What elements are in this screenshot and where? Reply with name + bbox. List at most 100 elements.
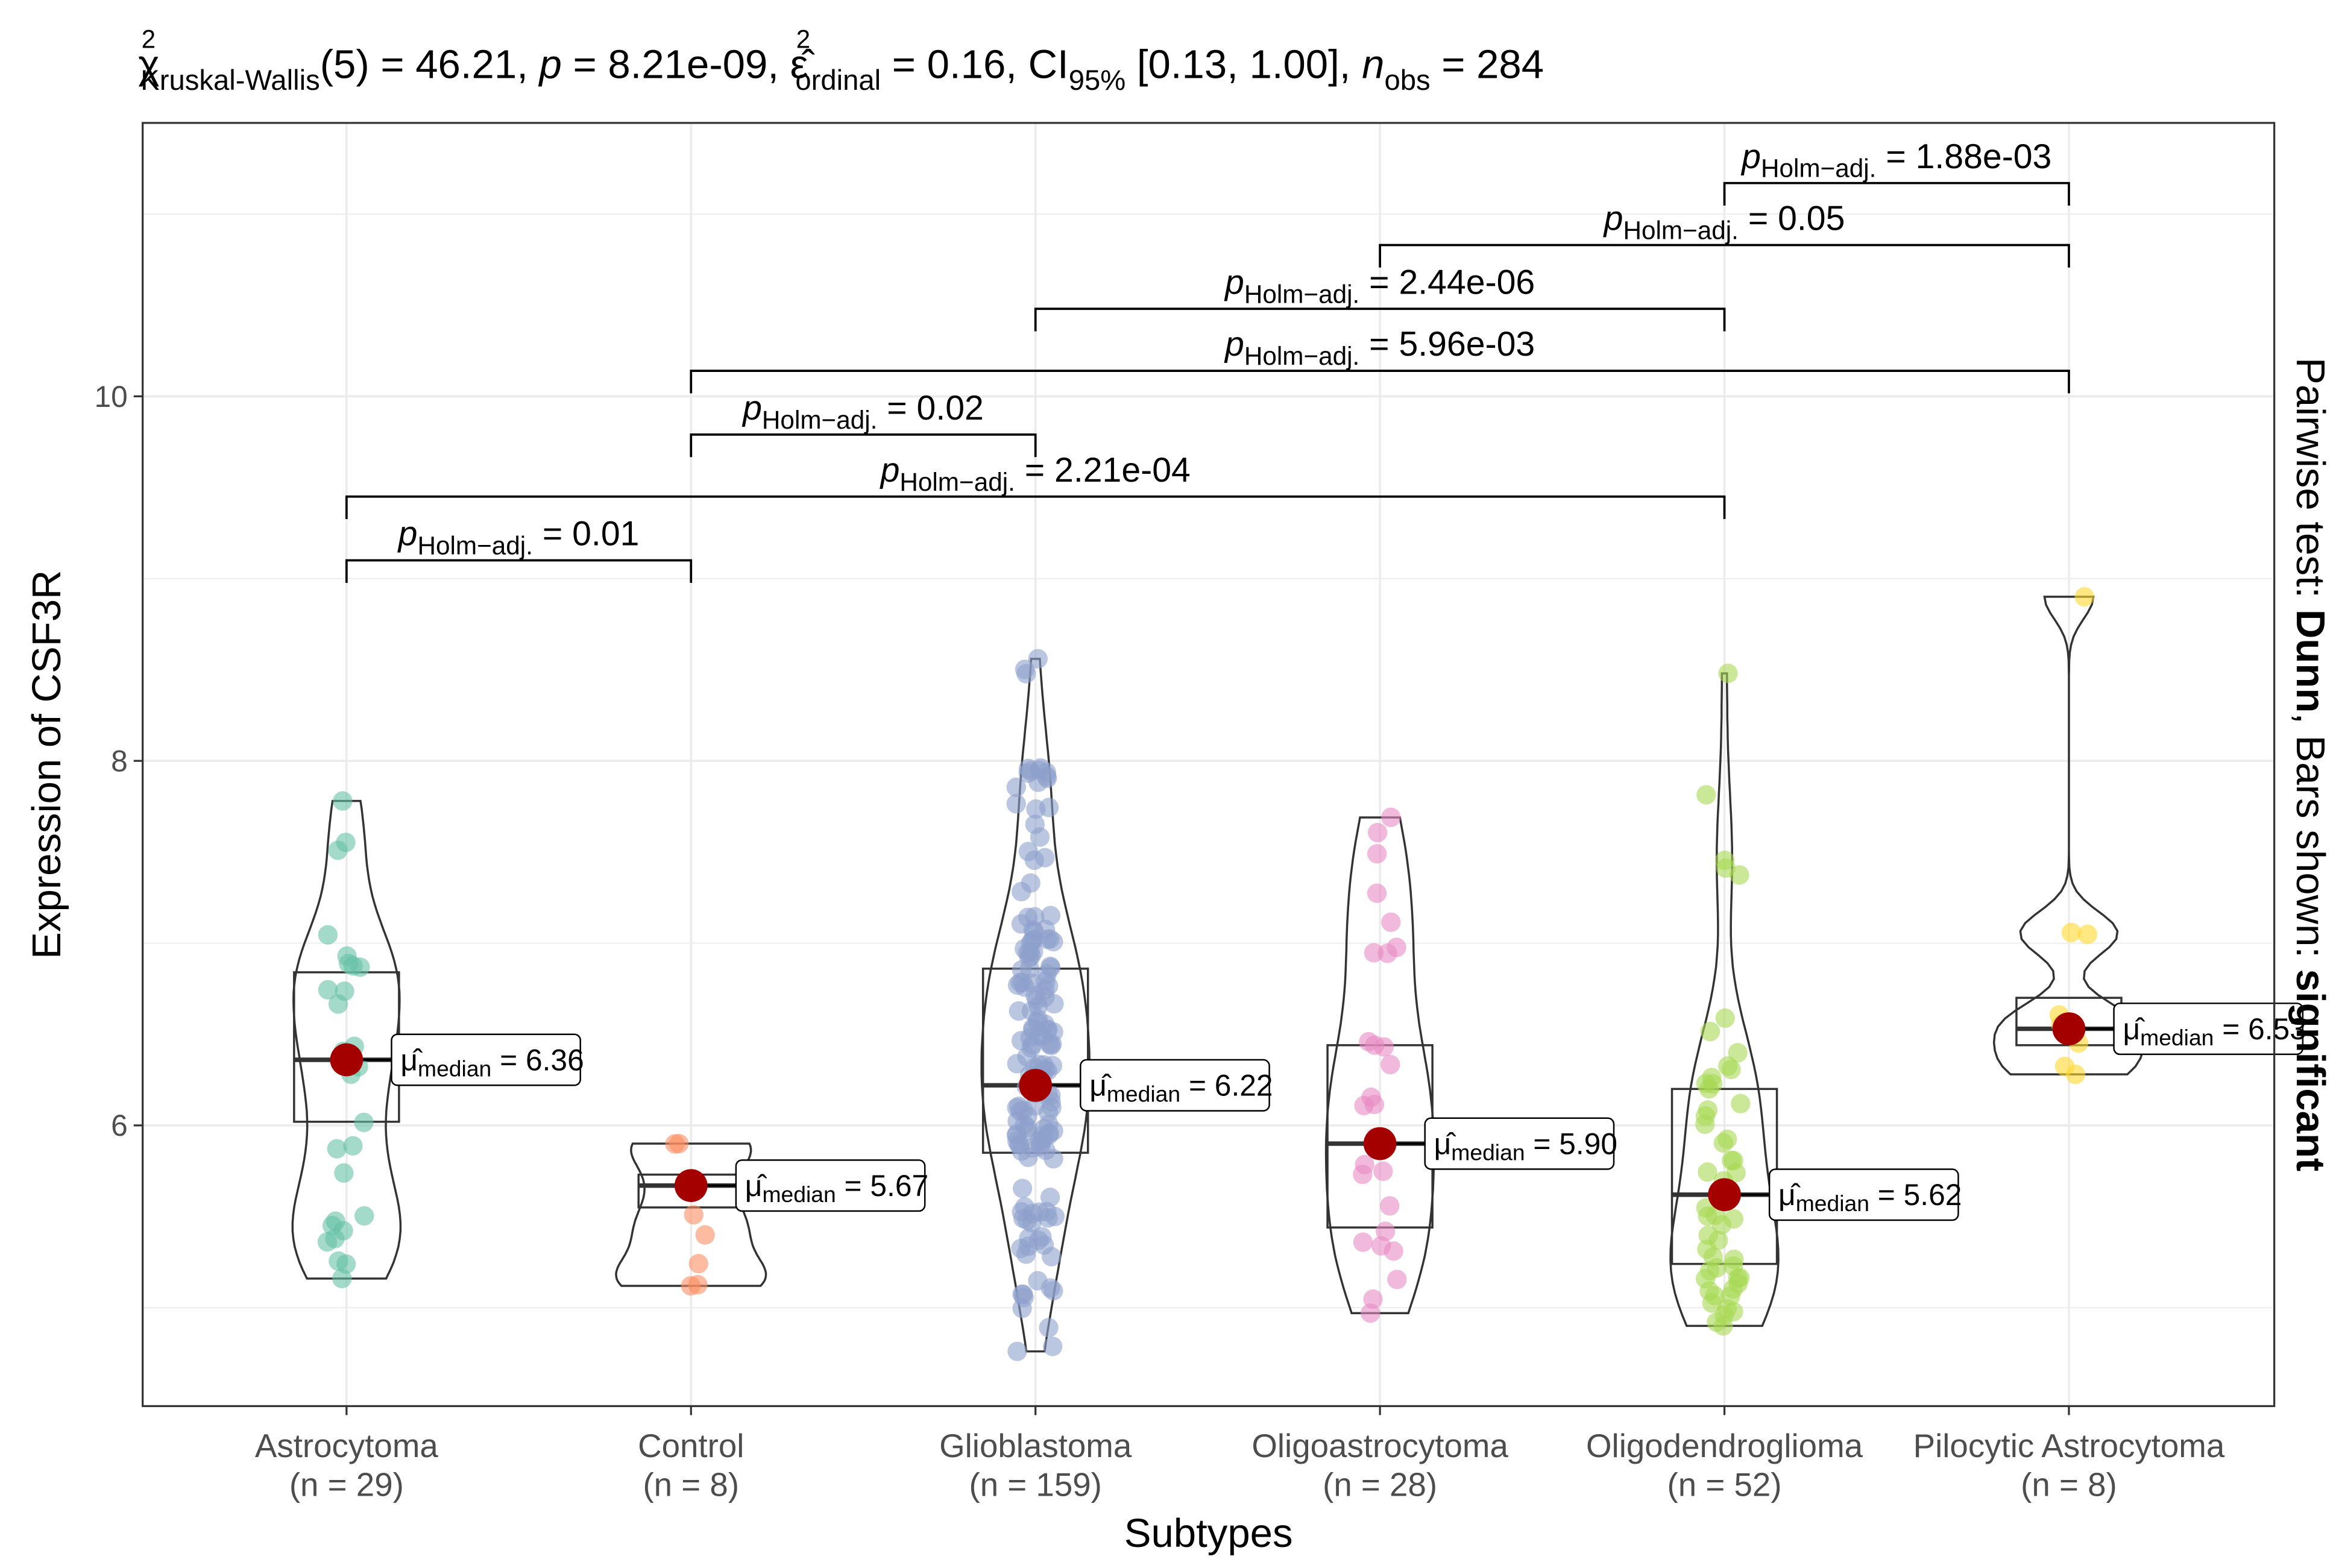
right-caption: Pairwise test: Dunn, Bars shown: signifi… [2288,357,2333,1171]
data-point [334,1163,354,1183]
data-point [1035,848,1055,867]
data-point [2061,922,2082,942]
data-point [1384,1241,1403,1261]
data-point [1039,798,1059,817]
data-point [1707,1258,1727,1278]
data-point [1040,905,1061,925]
median-value: = 6.22 [1180,1069,1273,1103]
data-point [1034,1235,1054,1255]
data-point [318,925,338,945]
median-label: μ̂median = 6.22 [1080,1059,1273,1112]
median-sub: median [2140,1025,2214,1050]
data-point [1042,1056,1063,1075]
data-point [1043,1337,1063,1356]
data-point [333,791,353,811]
median-label-text: μ̂median = 5.90 [1434,1127,1617,1165]
data-point [1721,1059,1741,1080]
data-point [1006,794,1026,814]
median-label: μ̂median = 5.67 [735,1159,928,1212]
data-point [343,1136,363,1156]
data-point [1373,1161,1393,1182]
data-point [327,1139,347,1159]
data-point [1367,844,1387,864]
bracket-line [690,370,2070,394]
data-point [1700,1021,1720,1042]
bracket-p-label: pHolm−adj. = 0.01 [397,515,640,560]
data-point [1376,1221,1396,1241]
median-point [1019,1068,1053,1102]
bracket-p-label: pHolm−adj. = 2.21e-04 [880,451,1191,496]
median-label-box [1080,1059,1270,1112]
data-point [2074,587,2094,607]
data-point [1355,1154,1374,1174]
median-value: = 5.67 [836,1169,928,1203]
data-point [1724,1249,1744,1270]
significance-bracket: pHolm−adj. = 2.21e-04 [345,451,1726,520]
data-point [1367,822,1388,843]
median-label: μ̂median = 5.90 [1424,1117,1617,1170]
bracket-line [690,433,1037,458]
data-point [354,1206,374,1226]
median-value: = 5.62 [1869,1178,1962,1212]
median-label-text: μ̂median = 6.22 [1089,1069,1273,1107]
data-point [684,1204,704,1225]
p-symbol: p [1603,200,1623,238]
bracket-line [1034,307,1726,332]
median-sub: median [1796,1191,1869,1216]
bracket-line [345,559,693,583]
median-label-text: μ̂median = 6.36 [400,1043,584,1081]
median-sub: median [418,1056,491,1081]
y-tick-label: 6 [111,1109,128,1142]
data-point [1724,1209,1744,1229]
data-point [1015,660,1035,679]
x-tick-label: Astrocytoma [255,1427,438,1464]
data-point [1718,663,1738,684]
p-value: = 5.96e-03 [1359,325,1535,364]
data-point [337,946,357,966]
bracket-p-label: pHolm−adj. = 1.88e-03 [1740,137,2051,183]
x-tick-label: Pilocytic Astrocytoma [1913,1427,2225,1464]
data-point [688,1274,708,1295]
x-tick-n-label: (n = 8) [643,1466,739,1503]
data-point [1726,1163,1746,1183]
data-point [1013,1284,1033,1305]
x-tick-n-label: (n = 159) [969,1466,1101,1503]
x-tick-label: Control [638,1427,744,1464]
y-tick-label: 10 [94,380,127,414]
significance-bracket: pHolm−adj. = 0.02 [690,389,1037,458]
bracket-line [1379,244,2070,268]
bracket-p-label: pHolm−adj. = 0.02 [741,389,984,434]
data-point [1022,973,1042,993]
median-sub: median [1451,1139,1525,1165]
bracket-line [345,495,1726,520]
data-point [1022,931,1042,951]
plot-panel-border [142,122,2276,1408]
data-point [1696,785,1716,805]
p-symbol: p [1224,325,1244,364]
significance-bracket: pHolm−adj. = 2.44e-06 [1034,263,1726,332]
data-point [1699,1281,1719,1301]
data-point [1381,807,1401,828]
data-point [1029,1131,1050,1151]
bracket-line [1723,181,2070,206]
violin [1992,596,2145,1075]
median-value: = 6.36 [491,1043,584,1077]
p-value: = 1.88e-03 [1876,137,2051,176]
data-point [1035,987,1055,1007]
bracket-p-label: pHolm−adj. = 0.05 [1603,200,1845,245]
data-point [1698,1162,1717,1182]
data-point [1019,959,1040,978]
median-value: = 5.90 [1525,1127,1617,1160]
data-point [695,1225,715,1245]
p-subscript: Holm−adj. [1244,280,1359,308]
data-point [1018,842,1039,861]
data-point [1028,649,1048,669]
data-point [1353,1232,1373,1252]
p-subscript: Holm−adj. [762,406,877,434]
median-label-box [1424,1117,1615,1170]
x-tick-n-label: (n = 8) [2021,1466,2117,1503]
data-point [1367,883,1387,903]
median-label-box [735,1159,926,1212]
data-point [1702,1074,1723,1094]
